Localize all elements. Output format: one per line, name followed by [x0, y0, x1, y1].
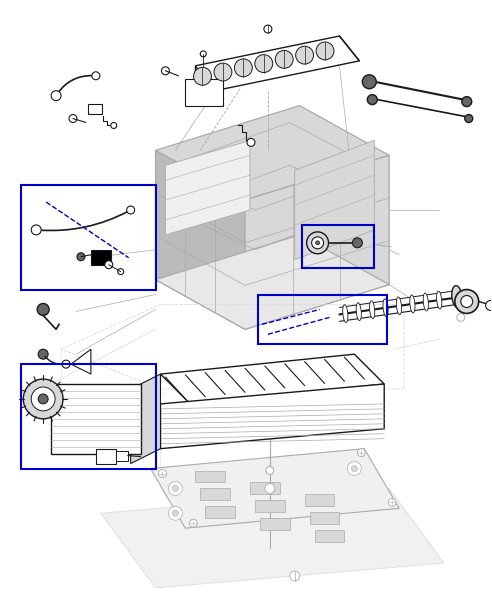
- Circle shape: [486, 301, 492, 310]
- Polygon shape: [155, 150, 245, 329]
- Bar: [255, 500, 285, 512]
- Polygon shape: [295, 140, 374, 260]
- Circle shape: [455, 289, 479, 313]
- Circle shape: [168, 482, 183, 495]
- Circle shape: [51, 90, 61, 101]
- Circle shape: [37, 304, 49, 316]
- Circle shape: [23, 379, 63, 419]
- Polygon shape: [160, 354, 384, 404]
- Bar: [250, 482, 280, 494]
- Circle shape: [347, 462, 361, 476]
- Circle shape: [214, 63, 232, 81]
- Polygon shape: [155, 235, 389, 329]
- Bar: [200, 488, 230, 500]
- Bar: [96, 449, 116, 464]
- Bar: [205, 506, 235, 518]
- Circle shape: [316, 42, 334, 60]
- Circle shape: [311, 237, 324, 249]
- Circle shape: [461, 295, 473, 307]
- Circle shape: [31, 225, 41, 235]
- Polygon shape: [155, 105, 389, 200]
- Circle shape: [457, 313, 465, 322]
- Polygon shape: [151, 449, 399, 528]
- Circle shape: [264, 25, 272, 33]
- Circle shape: [247, 138, 255, 146]
- Ellipse shape: [397, 297, 401, 314]
- Polygon shape: [160, 384, 384, 449]
- Ellipse shape: [452, 286, 462, 307]
- Circle shape: [193, 67, 212, 85]
- Circle shape: [368, 95, 377, 105]
- Circle shape: [172, 485, 179, 491]
- Bar: [51, 384, 141, 453]
- Circle shape: [352, 238, 362, 248]
- Circle shape: [168, 506, 183, 521]
- Circle shape: [189, 519, 197, 527]
- Circle shape: [105, 261, 113, 269]
- Ellipse shape: [436, 291, 442, 309]
- Circle shape: [118, 269, 123, 274]
- Bar: [116, 450, 127, 461]
- Bar: [88, 104, 102, 114]
- Bar: [91, 250, 111, 265]
- Circle shape: [465, 114, 473, 123]
- Circle shape: [362, 75, 376, 89]
- Polygon shape: [101, 488, 444, 588]
- Bar: [195, 471, 225, 482]
- Ellipse shape: [410, 295, 415, 313]
- Bar: [305, 494, 335, 506]
- Circle shape: [38, 349, 48, 359]
- Circle shape: [161, 67, 169, 75]
- Circle shape: [158, 470, 166, 477]
- Circle shape: [255, 55, 273, 72]
- Polygon shape: [245, 155, 389, 329]
- Circle shape: [307, 232, 329, 254]
- Polygon shape: [165, 140, 250, 235]
- Bar: [21, 185, 155, 289]
- Circle shape: [172, 510, 179, 516]
- Circle shape: [38, 394, 48, 404]
- Ellipse shape: [343, 305, 348, 322]
- Circle shape: [265, 483, 275, 494]
- Circle shape: [77, 253, 85, 261]
- Ellipse shape: [383, 299, 388, 317]
- Polygon shape: [131, 374, 160, 464]
- Ellipse shape: [356, 302, 361, 320]
- Polygon shape: [71, 349, 91, 374]
- Circle shape: [69, 114, 77, 123]
- Bar: [260, 518, 290, 530]
- Bar: [258, 295, 387, 344]
- Circle shape: [92, 72, 100, 80]
- Circle shape: [266, 467, 274, 474]
- Circle shape: [234, 59, 252, 77]
- Ellipse shape: [423, 293, 429, 311]
- Circle shape: [290, 571, 300, 581]
- Circle shape: [357, 449, 366, 456]
- Bar: [302, 225, 374, 268]
- Circle shape: [462, 96, 472, 107]
- Bar: [314, 530, 344, 542]
- Circle shape: [388, 498, 396, 506]
- Circle shape: [296, 46, 313, 64]
- Circle shape: [111, 123, 117, 128]
- Circle shape: [31, 387, 55, 411]
- Circle shape: [62, 360, 70, 368]
- Bar: [309, 512, 339, 524]
- Ellipse shape: [369, 301, 375, 319]
- Circle shape: [275, 50, 293, 68]
- Polygon shape: [195, 36, 359, 90]
- Circle shape: [315, 241, 320, 245]
- Circle shape: [200, 51, 206, 57]
- Bar: [21, 364, 155, 468]
- Circle shape: [351, 465, 357, 471]
- Circle shape: [126, 206, 135, 214]
- Bar: [185, 78, 223, 105]
